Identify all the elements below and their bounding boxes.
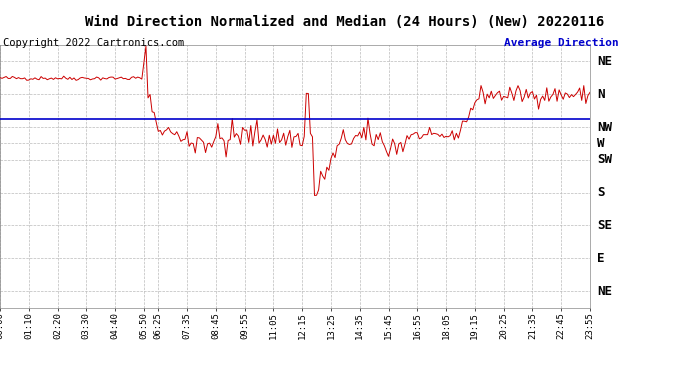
Text: SW: SW [597, 153, 612, 166]
Text: E: E [597, 252, 604, 265]
Text: NE: NE [597, 55, 612, 68]
Text: Wind Direction Normalized and Median (24 Hours) (New) 20220116: Wind Direction Normalized and Median (24… [86, 15, 604, 29]
Text: S: S [597, 186, 604, 199]
Text: SE: SE [597, 219, 612, 232]
Text: NE: NE [597, 285, 612, 298]
Text: N: N [597, 88, 604, 101]
Text: Copyright 2022 Cartronics.com: Copyright 2022 Cartronics.com [3, 38, 185, 48]
Text: Average Direction: Average Direction [504, 38, 618, 48]
Text: NW: NW [597, 120, 612, 134]
Text: W: W [597, 137, 604, 150]
